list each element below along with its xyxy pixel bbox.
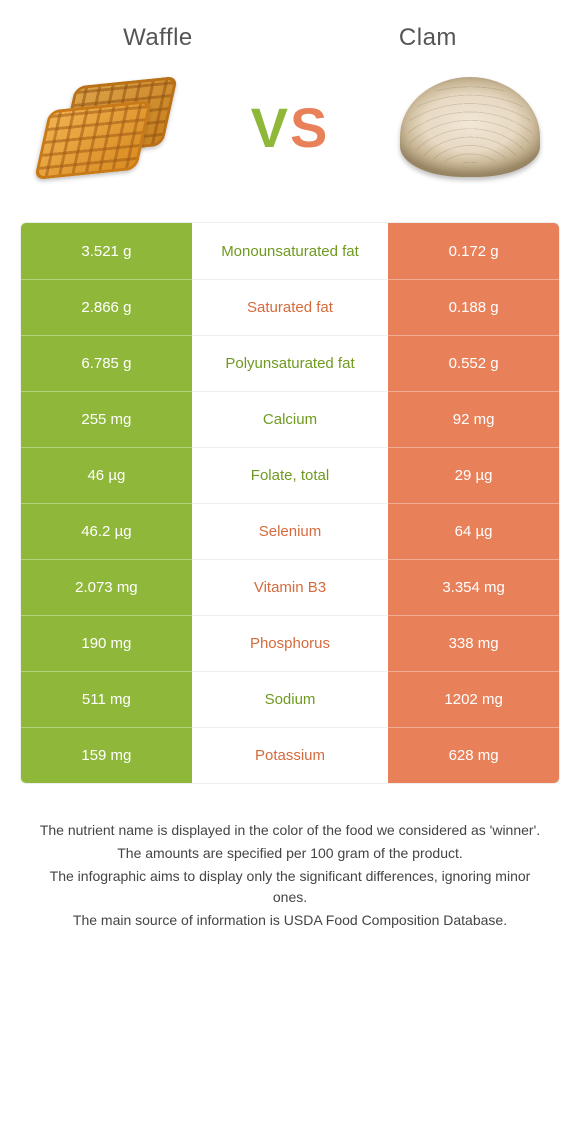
nutrient-label: Phosphorus — [192, 615, 388, 671]
nutrient-row: 2.866 gSaturated fat0.188 g — [21, 279, 559, 335]
vs-letter-s: S — [290, 95, 329, 160]
footnote-line: The nutrient name is displayed in the co… — [32, 820, 548, 841]
vs-letter-v: V — [251, 95, 290, 160]
waffle-illustration — [30, 72, 190, 182]
nutrient-row: 511 mgSodium1202 mg — [21, 671, 559, 727]
right-value: 29 µg — [388, 447, 559, 503]
nutrient-row: 190 mgPhosphorus338 mg — [21, 615, 559, 671]
header: Waffle Clam — [0, 0, 580, 62]
right-value: 1202 mg — [388, 671, 559, 727]
left-food-title: Waffle — [123, 24, 193, 52]
nutrient-label: Potassium — [192, 727, 388, 783]
nutrient-row: 46 µgFolate, total29 µg — [21, 447, 559, 503]
footnote-line: The main source of information is USDA F… — [32, 910, 548, 931]
nutrient-row: 255 mgCalcium92 mg — [21, 391, 559, 447]
right-value: 0.188 g — [388, 279, 559, 335]
left-value: 6.785 g — [21, 335, 192, 391]
right-value: 92 mg — [388, 391, 559, 447]
clam-illustration — [390, 72, 550, 182]
left-value: 46 µg — [21, 447, 192, 503]
left-value: 46.2 µg — [21, 503, 192, 559]
nutrient-label: Polyunsaturated fat — [192, 335, 388, 391]
nutrient-table: 3.521 gMonounsaturated fat0.172 g2.866 g… — [20, 222, 560, 784]
left-value: 2.073 mg — [21, 559, 192, 615]
nutrient-row: 46.2 µgSelenium64 µg — [21, 503, 559, 559]
right-value: 0.552 g — [388, 335, 559, 391]
right-value: 628 mg — [388, 727, 559, 783]
right-value: 3.354 mg — [388, 559, 559, 615]
nutrient-label: Folate, total — [192, 447, 388, 503]
left-value: 2.866 g — [21, 279, 192, 335]
left-value: 190 mg — [21, 615, 192, 671]
vs-label: V S — [251, 95, 330, 160]
nutrient-row: 159 mgPotassium628 mg — [21, 727, 559, 783]
left-value: 511 mg — [21, 671, 192, 727]
nutrient-label: Saturated fat — [192, 279, 388, 335]
nutrient-label: Sodium — [192, 671, 388, 727]
nutrient-label: Selenium — [192, 503, 388, 559]
right-value: 338 mg — [388, 615, 559, 671]
footnote-line: The infographic aims to display only the… — [32, 866, 548, 908]
left-value: 159 mg — [21, 727, 192, 783]
nutrient-label: Vitamin B3 — [192, 559, 388, 615]
nutrient-row: 6.785 gPolyunsaturated fat0.552 g — [21, 335, 559, 391]
left-value: 255 mg — [21, 391, 192, 447]
footnote-line: The amounts are specified per 100 gram o… — [32, 843, 548, 864]
vs-row: V S — [0, 62, 580, 222]
right-value: 64 µg — [388, 503, 559, 559]
left-value: 3.521 g — [21, 223, 192, 279]
nutrient-label: Calcium — [192, 391, 388, 447]
footnotes: The nutrient name is displayed in the co… — [0, 784, 580, 931]
right-food-title: Clam — [399, 24, 457, 52]
nutrient-label: Monounsaturated fat — [192, 223, 388, 279]
nutrient-row: 3.521 gMonounsaturated fat0.172 g — [21, 223, 559, 279]
nutrient-row: 2.073 mgVitamin B33.354 mg — [21, 559, 559, 615]
right-value: 0.172 g — [388, 223, 559, 279]
